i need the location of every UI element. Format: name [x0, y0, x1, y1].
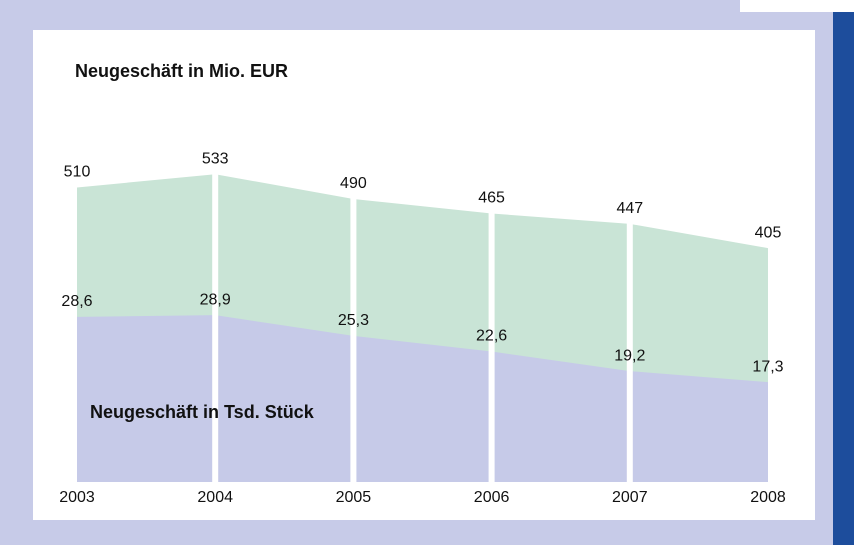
data-label: 465 — [478, 190, 505, 207]
series-title: Neugeschäft in Mio. EUR — [75, 61, 288, 81]
data-label: 28,6 — [61, 293, 92, 310]
data-label: 22,6 — [476, 328, 507, 345]
x-tick-label: 2008 — [750, 489, 786, 506]
x-tick-label: 2003 — [59, 489, 95, 506]
side-bar — [833, 12, 854, 545]
area — [77, 315, 768, 482]
separator — [212, 160, 219, 482]
data-label: 28,9 — [200, 291, 231, 308]
plot: 510 533 490 465 447 405 28,6 28,9 25,3 22,6 19,2 17… — [59, 150, 786, 506]
data-label: 447 — [616, 200, 643, 217]
separator — [350, 160, 357, 482]
data-label: 405 — [755, 224, 782, 241]
data-label: 533 — [202, 150, 229, 167]
series-title: Neugeschäft in Tsd. Stück — [90, 402, 315, 422]
data-label: 25,3 — [338, 312, 369, 329]
data-label: 19,2 — [614, 347, 645, 364]
x-tick-label: 2007 — [612, 489, 648, 506]
separator — [488, 160, 495, 482]
data-label: 490 — [340, 175, 367, 192]
x-tick-label: 2004 — [197, 489, 233, 506]
data-label: 510 — [64, 164, 91, 181]
x-tick-label: 2005 — [336, 489, 372, 506]
x-tick-label: 2006 — [474, 489, 510, 506]
data-label: 17,3 — [752, 358, 783, 375]
separator — [626, 160, 633, 482]
corner — [740, 0, 854, 12]
